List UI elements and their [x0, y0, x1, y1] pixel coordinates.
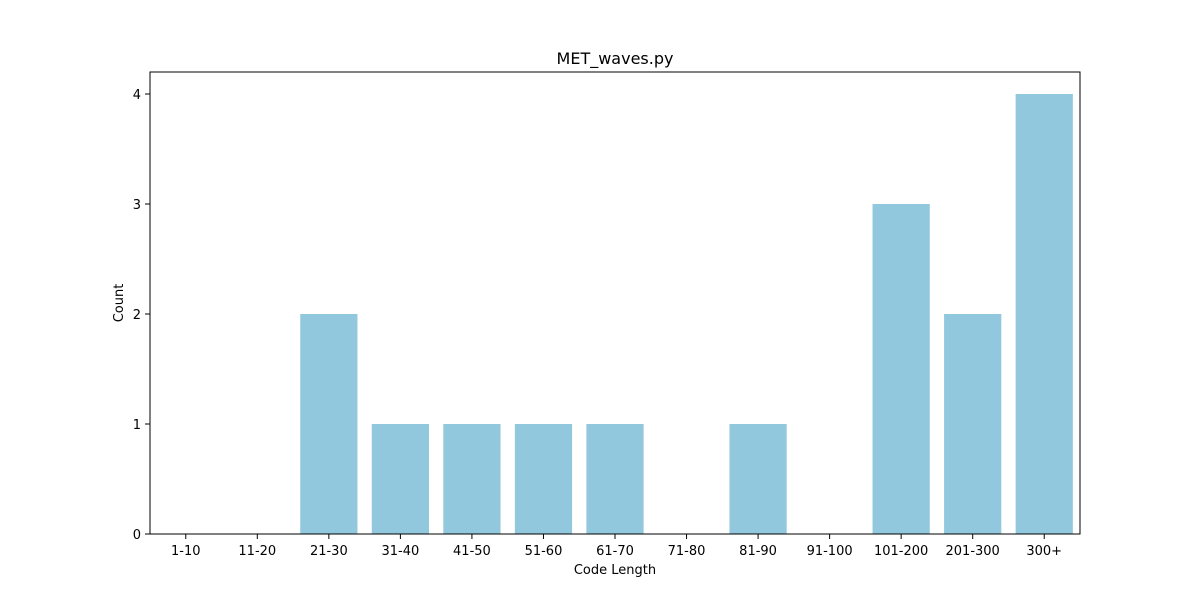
bar — [1015, 94, 1073, 534]
bars-layer — [300, 94, 1073, 534]
chart-title: MET_waves.py — [557, 49, 674, 69]
bar — [443, 424, 501, 534]
x-tick-label: 300+ — [1026, 544, 1062, 559]
x-axis: 1-10 11-20 21-30 31-40 41-50 51-60 61-70 71-80 8… — [171, 534, 1062, 559]
x-tick-label: 91-100 — [807, 544, 853, 559]
bar — [300, 314, 358, 534]
x-tick-label: 51-60 — [525, 544, 563, 559]
y-tick-label: 1 — [133, 418, 141, 433]
y-tick-label: 3 — [133, 198, 141, 213]
bar — [371, 424, 429, 534]
bar — [514, 424, 573, 534]
x-tick-label: 61-70 — [596, 544, 634, 559]
y-axis-title: Count — [112, 284, 127, 323]
x-axis-title: Code Length — [574, 563, 656, 578]
x-tick-label: 31-40 — [381, 544, 419, 559]
x-tick-label: 71-80 — [668, 544, 706, 559]
bar — [944, 314, 1002, 534]
x-tick-label: 81-90 — [739, 544, 777, 559]
bar — [729, 424, 787, 534]
y-tick-label: 4 — [133, 88, 141, 103]
y-tick-label: 0 — [133, 528, 141, 543]
x-tick-label: 201-300 — [946, 544, 1000, 559]
x-tick-label: 21-30 — [310, 544, 348, 559]
y-axis: 0 1 2 3 4 — [133, 88, 150, 543]
plot-frame — [149, 71, 1081, 535]
x-tick-label: 1-10 — [171, 544, 201, 559]
x-tick-label: 11-20 — [238, 544, 276, 559]
x-tick-label: 41-50 — [453, 544, 491, 559]
x-tick-label: 101-200 — [874, 544, 928, 559]
bar — [586, 424, 644, 534]
bar — [872, 204, 930, 534]
y-tick-label: 2 — [133, 308, 141, 323]
